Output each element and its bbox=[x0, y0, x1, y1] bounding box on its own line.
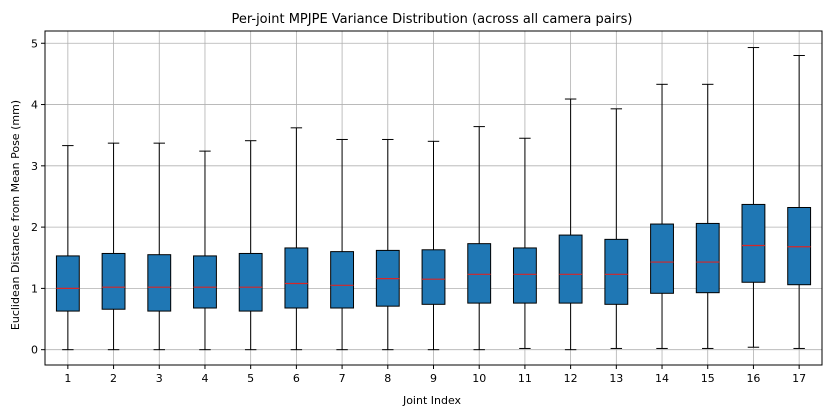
box-12 bbox=[558, 98, 583, 351]
x-tick-label: 12 bbox=[564, 372, 578, 385]
box-3 bbox=[147, 142, 172, 351]
x-tick-label: 9 bbox=[430, 372, 437, 385]
iqr-box bbox=[467, 243, 492, 304]
iqr-box bbox=[147, 254, 172, 312]
box-16 bbox=[741, 47, 766, 348]
box-1 bbox=[55, 145, 80, 351]
iqr-box bbox=[421, 249, 446, 305]
iqr-box bbox=[330, 251, 355, 309]
x-tick-label: 8 bbox=[384, 372, 391, 385]
x-tick-label: 13 bbox=[609, 372, 623, 385]
box-7 bbox=[330, 138, 355, 351]
y-axis-label: Euclidean Distance from Mean Pose (mm) bbox=[9, 100, 22, 330]
iqr-box bbox=[695, 222, 720, 294]
plot-area-frame bbox=[44, 30, 823, 366]
x-tick-label: 6 bbox=[293, 372, 300, 385]
iqr-box bbox=[787, 206, 812, 286]
box-2 bbox=[101, 142, 126, 351]
iqr-box bbox=[512, 247, 537, 304]
iqr-box bbox=[193, 255, 217, 309]
iqr-box bbox=[238, 252, 263, 312]
x-tick-label: 14 bbox=[655, 372, 669, 385]
x-tick-label: 2 bbox=[110, 372, 117, 385]
iqr-box bbox=[604, 238, 629, 305]
x-tick-label: 1 bbox=[64, 372, 71, 385]
x-tick-label: 5 bbox=[247, 372, 254, 385]
iqr-box bbox=[101, 252, 126, 310]
iqr-box bbox=[741, 203, 766, 283]
chart-title: Per-joint MPJPE Variance Distribution (a… bbox=[231, 12, 632, 27]
box-series bbox=[55, 47, 812, 351]
x-tick-label: 10 bbox=[472, 372, 486, 385]
y-tick-label: 2 bbox=[31, 221, 38, 234]
iqr-box bbox=[650, 223, 674, 294]
y-tick-label: 1 bbox=[31, 282, 38, 295]
x-tick-label: 11 bbox=[518, 372, 532, 385]
x-tick-label: 17 bbox=[792, 372, 806, 385]
y-tick-label: 4 bbox=[31, 99, 38, 112]
iqr-box bbox=[558, 234, 583, 304]
x-tick-label: 7 bbox=[339, 372, 346, 385]
x-tick-label: 16 bbox=[746, 372, 760, 385]
x-tick-label: 4 bbox=[201, 372, 208, 385]
box-8 bbox=[375, 138, 400, 351]
box-10 bbox=[467, 126, 492, 351]
y-tick-label: 0 bbox=[31, 344, 38, 357]
box-14 bbox=[650, 83, 674, 349]
iqr-box bbox=[55, 255, 80, 312]
box-5 bbox=[238, 140, 263, 351]
box-17 bbox=[787, 55, 812, 349]
box-6 bbox=[284, 127, 309, 351]
box-4 bbox=[193, 150, 217, 351]
y-tick-label: 5 bbox=[31, 37, 38, 50]
x-tick-label: 15 bbox=[701, 372, 715, 385]
iqr-box bbox=[284, 247, 309, 309]
x-axis-label: Joint Index bbox=[402, 394, 462, 407]
box-15 bbox=[695, 83, 720, 349]
box-13 bbox=[604, 108, 629, 349]
x-tick-label: 3 bbox=[156, 372, 163, 385]
box-9 bbox=[421, 140, 446, 351]
box-11 bbox=[512, 137, 537, 349]
y-tick-label: 3 bbox=[31, 160, 38, 173]
